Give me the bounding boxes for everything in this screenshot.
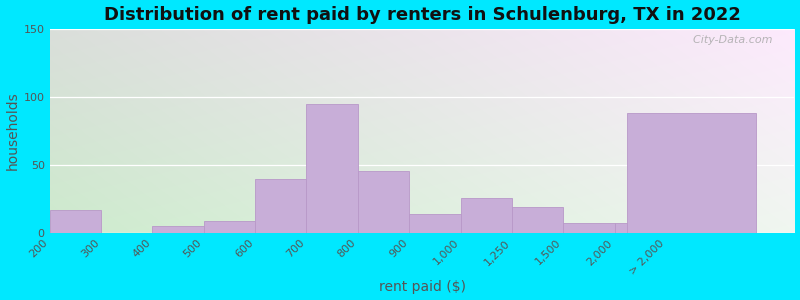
Bar	[50, 210, 101, 233]
Bar	[409, 214, 461, 233]
Bar	[255, 179, 306, 233]
Bar	[461, 198, 512, 233]
Bar	[358, 170, 409, 233]
Bar	[627, 113, 756, 233]
Bar	[152, 226, 204, 233]
Bar	[563, 224, 614, 233]
Text: City-Data.com: City-Data.com	[686, 35, 772, 45]
Bar	[204, 221, 255, 233]
X-axis label: rent paid ($): rent paid ($)	[378, 280, 466, 294]
Bar	[306, 104, 358, 233]
Y-axis label: households: households	[6, 92, 19, 170]
Bar	[614, 224, 666, 233]
Title: Distribution of rent paid by renters in Schulenburg, TX in 2022: Distribution of rent paid by renters in …	[103, 6, 741, 24]
Bar	[512, 207, 563, 233]
